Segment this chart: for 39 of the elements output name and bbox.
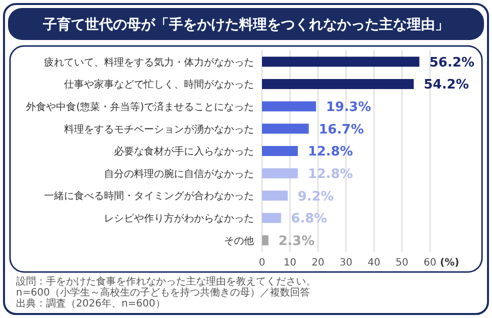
data-label: 2.3%	[278, 234, 315, 249]
bar	[262, 124, 309, 134]
bar	[262, 101, 316, 112]
bar	[262, 79, 414, 90]
y-tick-label: 外食や中食(惣菜・弁当等)で済ませることになった	[26, 100, 254, 113]
x-tick-label: 0	[258, 258, 266, 269]
data-label: 16.7%	[318, 122, 364, 138]
x-tick-label: 50	[396, 258, 408, 269]
data-label: 9.2%	[298, 189, 334, 204]
y-tick-label: レシピや作り方がわからなかった	[104, 212, 254, 225]
x-tick-label: 60	[424, 258, 436, 269]
y-tick-label: 自分の料理の腕に自信がなかった	[104, 168, 254, 180]
bar	[262, 190, 288, 201]
text: 設問：手をかけた食事を作れなかった主な理由を教えてください。	[16, 276, 316, 288]
y-tick-label: 一緒に食べる時間・タイミングが合わなかった	[44, 190, 254, 202]
data-label: 19.3%	[326, 100, 372, 116]
data-label: 12.8%	[308, 144, 353, 160]
y-tick-label: 疲れていて、料理をする気力・体力がなかった	[44, 56, 254, 68]
chart-title: 子育て世代の母が「手をかけた料理をつくれなかった主な理由」	[42, 16, 449, 34]
y-tick-label: 仕事や家事などで忙しく、時間がなかった	[64, 78, 254, 91]
y-tick-label: 必要な食材が手に入らなかった	[114, 146, 254, 158]
data-label: 54.2%	[424, 78, 469, 93]
x-tick-label: 10	[284, 258, 296, 269]
data-label: 6.8%	[291, 212, 328, 227]
data-label: 56.2%	[429, 55, 474, 70]
x-tick-label: 20	[312, 258, 324, 269]
text: n=600（小学生～高校生の子どもを持つ共働きの母）／複数回答	[16, 286, 310, 299]
y-tick-label: 料理をするモチベーションが湧かなかった	[64, 123, 254, 136]
data-label: 12.8%	[308, 167, 353, 182]
x-tick-label: 40	[368, 258, 380, 269]
bar	[262, 168, 298, 178]
bar	[262, 146, 298, 156]
bar	[262, 235, 268, 246]
y-tick-label: その他	[224, 234, 254, 247]
source-note: 出典：調査（2026年、n=600）	[16, 298, 166, 310]
x-tick-label: 30	[340, 258, 352, 269]
bar	[262, 212, 282, 223]
bar	[262, 56, 420, 67]
x-axis-title: (%)	[440, 258, 460, 269]
